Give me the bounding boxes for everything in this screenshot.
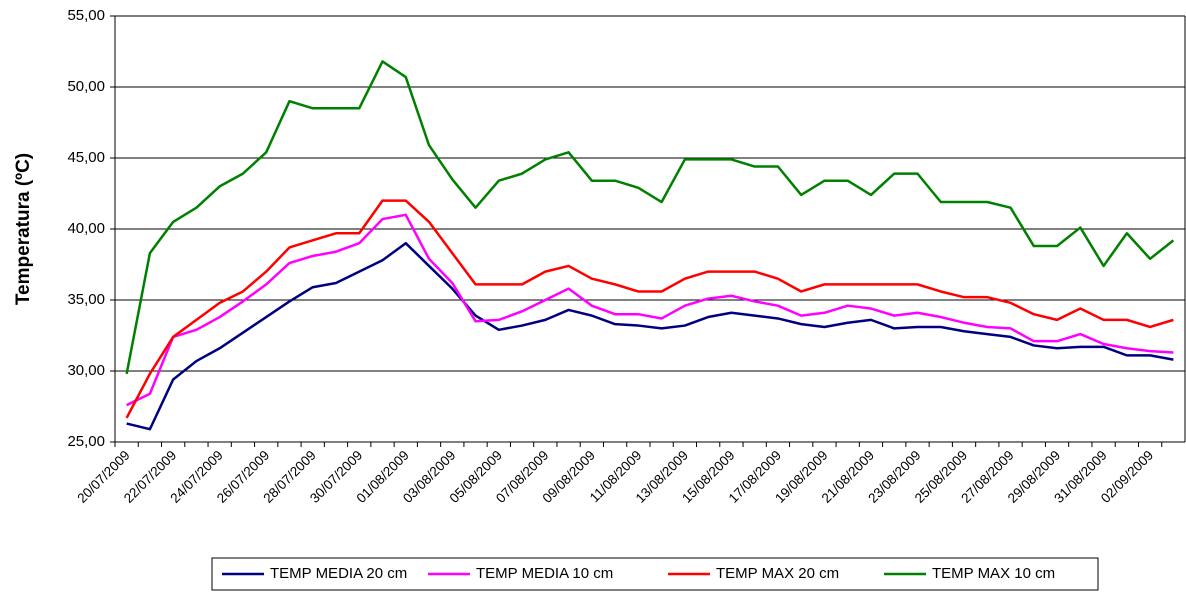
y-tick-label: 40,00: [67, 220, 105, 237]
legend-label: TEMP MEDIA 20 cm: [270, 565, 407, 582]
legend-label: TEMP MAX 20 cm: [716, 565, 839, 582]
y-tick-label: 50,00: [67, 78, 105, 95]
y-axis-label: Temperatura (ºC): [13, 153, 34, 305]
legend-label: TEMP MAX 10 cm: [932, 565, 1055, 582]
y-tick-label: 55,00: [67, 7, 105, 24]
y-tick-label: 45,00: [67, 149, 105, 166]
legend-box: [211, 557, 1099, 591]
legend-label: TEMP MEDIA 10 cm: [476, 565, 613, 582]
series-line: [126, 241, 1174, 431]
y-tick-label: 30,00: [67, 362, 105, 379]
y-tick-label: 25,00: [67, 433, 105, 450]
y-tick-label: 35,00: [67, 291, 105, 308]
series-line: [126, 213, 1174, 407]
series-line: [125, 199, 1174, 419]
series-line: [125, 60, 1175, 375]
